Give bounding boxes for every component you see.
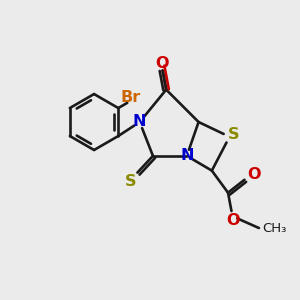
Text: O: O — [226, 213, 240, 228]
Text: S: S — [228, 127, 240, 142]
Text: N: N — [133, 114, 146, 129]
Text: N: N — [181, 148, 194, 163]
Text: O: O — [155, 56, 169, 71]
Text: S: S — [124, 174, 136, 189]
Text: Br: Br — [121, 90, 141, 105]
Text: O: O — [247, 167, 260, 182]
Text: CH₃: CH₃ — [262, 221, 287, 235]
